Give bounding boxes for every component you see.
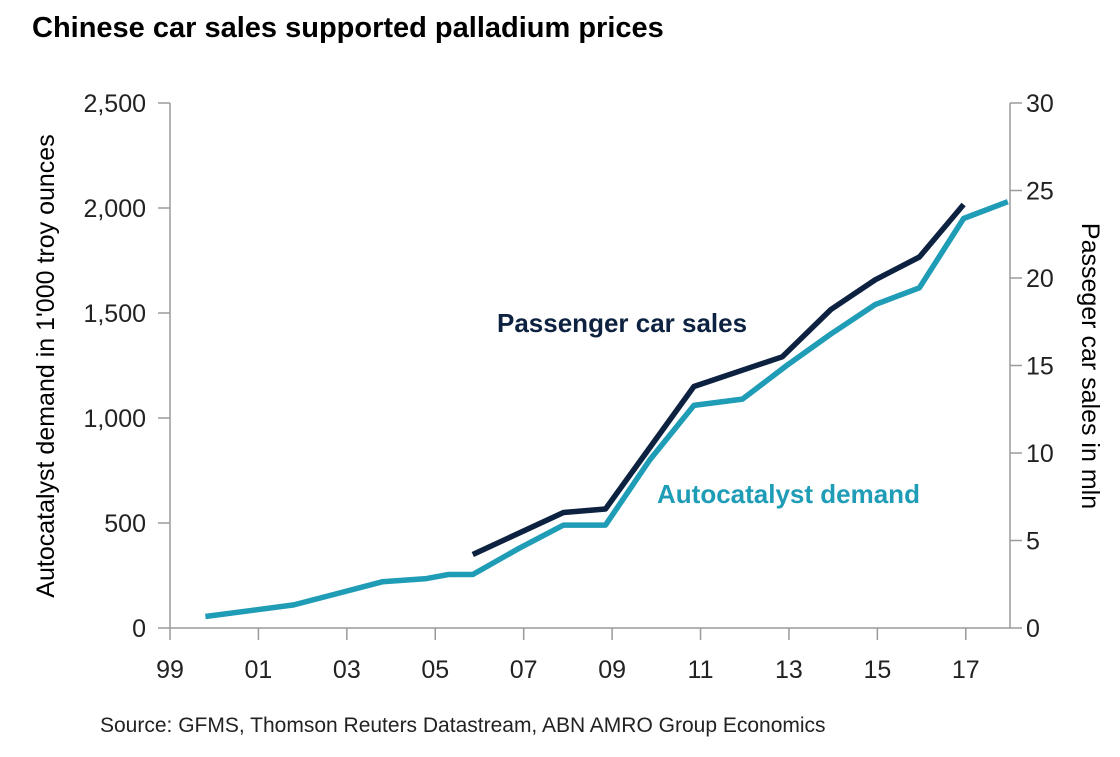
y-right-tick-label: 25 <box>1026 178 1054 206</box>
y-left-tick-label: 500 <box>104 510 146 538</box>
series-lines <box>205 199 1009 620</box>
x-tick-label: 17 <box>952 656 980 684</box>
series-line-autocatalyst-demand <box>205 199 1009 620</box>
y-right-tick-label: 5 <box>1026 528 1040 556</box>
x-tick-label: 11 <box>688 656 714 684</box>
source-note: Source: GFMS, Thomson Reuters Datastream… <box>100 714 826 737</box>
x-tick-label: 09 <box>598 656 626 684</box>
x-tick-label: 03 <box>333 656 361 684</box>
chart-title: Chinese car sales supported palladium pr… <box>32 12 664 44</box>
y-left-tick-label: 0 <box>132 615 146 643</box>
y-right-tick-label: 10 <box>1026 440 1054 468</box>
x-tick-label: 99 <box>156 656 184 684</box>
y-right-tick-label: 30 <box>1026 90 1054 118</box>
y-left-tick-label: 1,500 <box>83 300 146 328</box>
y-right-tick-label: 15 <box>1026 353 1054 381</box>
y-right-tick-label: 20 <box>1026 265 1054 293</box>
x-tick-label: 07 <box>510 656 538 684</box>
y-left-tick-label: 2,000 <box>83 195 146 223</box>
x-tick-label: 13 <box>775 656 803 684</box>
x-tick-label: 01 <box>245 656 273 684</box>
series-label-passenger-car-sales: Passenger car sales <box>497 308 747 338</box>
y-left-tick-label: 2,500 <box>83 90 146 118</box>
y-right-tick-label: 0 <box>1026 615 1040 643</box>
y-left-tick-label: 1,000 <box>83 405 146 433</box>
x-tick-label: 05 <box>421 656 449 684</box>
y-left-axis-title: Autocatalyst demand in 1'000 troy ounces <box>32 134 60 597</box>
x-tick-label: 15 <box>863 656 891 684</box>
y-right-axis-title: Passeger car sales in mln <box>1076 223 1104 509</box>
series-label-autocatalyst-demand: Autocatalyst demand <box>657 479 920 509</box>
series-line-passenger-car-sales <box>471 202 966 557</box>
